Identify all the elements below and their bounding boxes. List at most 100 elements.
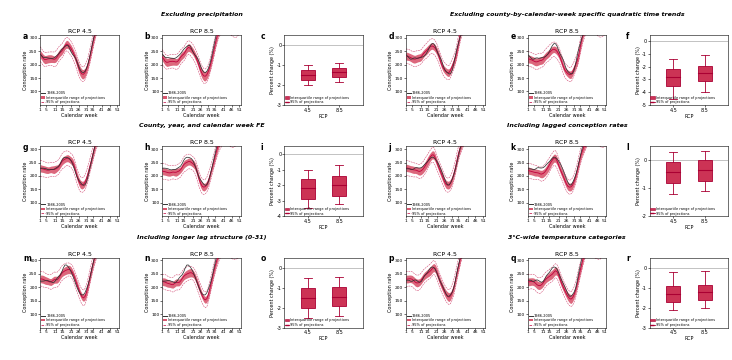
Text: r: r — [626, 254, 630, 263]
Text: h: h — [145, 143, 150, 152]
Title: RCP 4.5: RCP 4.5 — [433, 140, 458, 145]
Title: RCP 8.5: RCP 8.5 — [190, 252, 213, 257]
Legend: Interquartile range of projections, 95% of projections: Interquartile range of projections, 95% … — [651, 207, 714, 216]
Text: i: i — [261, 143, 263, 152]
X-axis label: Calendar week: Calendar week — [427, 336, 463, 341]
X-axis label: Calendar week: Calendar week — [61, 224, 98, 229]
Y-axis label: Percent change (%): Percent change (%) — [635, 269, 640, 317]
X-axis label: Calendar week: Calendar week — [549, 224, 586, 229]
Bar — [698, 66, 712, 81]
Y-axis label: Conception rate: Conception rate — [145, 273, 149, 312]
Y-axis label: Conception rate: Conception rate — [23, 273, 28, 312]
Text: Excluding precipitation: Excluding precipitation — [160, 12, 242, 17]
Y-axis label: Conception rate: Conception rate — [510, 162, 515, 201]
Text: b: b — [145, 32, 150, 41]
Bar — [332, 68, 346, 77]
Text: Excluding county-by-calendar-week specific quadratic time trends: Excluding county-by-calendar-week specif… — [450, 12, 684, 17]
Bar — [666, 162, 680, 183]
Text: m: m — [23, 254, 31, 263]
Bar — [698, 285, 712, 300]
Title: RCP 4.5: RCP 4.5 — [433, 29, 458, 34]
Legend: 1986-2005, Interquartile range of projections, 95% of projections: 1986-2005, Interquartile range of projec… — [163, 203, 227, 216]
Text: g: g — [23, 143, 29, 152]
Legend: Interquartile range of projections, 95% of projections: Interquartile range of projections, 95% … — [651, 96, 714, 104]
Bar — [301, 70, 315, 80]
Y-axis label: Conception rate: Conception rate — [510, 50, 515, 90]
Title: RCP 8.5: RCP 8.5 — [556, 252, 579, 257]
X-axis label: Calendar week: Calendar week — [549, 336, 586, 341]
Y-axis label: Conception rate: Conception rate — [23, 50, 28, 90]
Legend: Interquartile range of projections, 95% of projections: Interquartile range of projections, 95% … — [285, 96, 349, 104]
Title: RCP 8.5: RCP 8.5 — [190, 140, 213, 145]
Text: Including longer lag structure (0-31): Including longer lag structure (0-31) — [137, 235, 266, 240]
Title: RCP 4.5: RCP 4.5 — [67, 140, 92, 145]
Title: RCP 4.5: RCP 4.5 — [67, 252, 92, 257]
Text: p: p — [389, 254, 394, 263]
X-axis label: Calendar week: Calendar week — [183, 336, 220, 341]
Y-axis label: Conception rate: Conception rate — [145, 162, 149, 201]
Legend: Interquartile range of projections, 95% of projections: Interquartile range of projections, 95% … — [285, 318, 349, 327]
Text: e: e — [510, 32, 516, 41]
Legend: 1986-2005, Interquartile range of projections, 95% of projections: 1986-2005, Interquartile range of projec… — [41, 91, 105, 104]
Legend: 1986-2005, Interquartile range of projections, 95% of projections: 1986-2005, Interquartile range of projec… — [163, 314, 227, 327]
X-axis label: RCP: RCP — [318, 337, 328, 342]
Bar — [332, 176, 346, 196]
Title: RCP 8.5: RCP 8.5 — [190, 29, 213, 34]
Text: Including lagged conception rates: Including lagged conception rates — [507, 123, 627, 129]
Text: n: n — [145, 254, 150, 263]
X-axis label: RCP: RCP — [684, 225, 694, 230]
X-axis label: RCP: RCP — [684, 337, 694, 342]
Text: k: k — [510, 143, 515, 152]
Legend: 1986-2005, Interquartile range of projections, 95% of projections: 1986-2005, Interquartile range of projec… — [529, 314, 593, 327]
Legend: 1986-2005, Interquartile range of projections, 95% of projections: 1986-2005, Interquartile range of projec… — [529, 91, 593, 104]
Y-axis label: Conception rate: Conception rate — [23, 162, 28, 201]
Text: c: c — [261, 32, 265, 41]
Legend: Interquartile range of projections, 95% of projections: Interquartile range of projections, 95% … — [285, 207, 349, 216]
Y-axis label: Percent change (%): Percent change (%) — [270, 269, 275, 317]
Text: 3°C-wide temperature categories: 3°C-wide temperature categories — [508, 235, 626, 240]
Text: q: q — [510, 254, 516, 263]
Text: j: j — [389, 143, 391, 152]
Legend: 1986-2005, Interquartile range of projections, 95% of projections: 1986-2005, Interquartile range of projec… — [41, 203, 105, 216]
Text: f: f — [626, 32, 630, 41]
X-axis label: Calendar week: Calendar week — [549, 113, 586, 118]
Legend: Interquartile range of projections, 95% of projections: Interquartile range of projections, 95% … — [651, 318, 714, 327]
Bar — [301, 288, 315, 308]
Title: RCP 8.5: RCP 8.5 — [556, 140, 579, 145]
X-axis label: Calendar week: Calendar week — [61, 113, 98, 118]
Y-axis label: Conception rate: Conception rate — [389, 273, 393, 312]
Text: d: d — [389, 32, 394, 41]
X-axis label: Calendar week: Calendar week — [183, 224, 220, 229]
Bar — [698, 161, 712, 181]
Bar — [301, 179, 315, 199]
Y-axis label: Percent change (%): Percent change (%) — [270, 157, 275, 205]
X-axis label: RCP: RCP — [684, 114, 694, 119]
X-axis label: Calendar week: Calendar week — [183, 113, 220, 118]
Y-axis label: Percent change (%): Percent change (%) — [270, 46, 275, 94]
Y-axis label: Conception rate: Conception rate — [510, 273, 515, 312]
Legend: 1986-2005, Interquartile range of projections, 95% of projections: 1986-2005, Interquartile range of projec… — [406, 314, 471, 327]
Title: RCP 4.5: RCP 4.5 — [67, 29, 92, 34]
Legend: 1986-2005, Interquartile range of projections, 95% of projections: 1986-2005, Interquartile range of projec… — [163, 91, 227, 104]
Y-axis label: Conception rate: Conception rate — [389, 50, 393, 90]
Legend: 1986-2005, Interquartile range of projections, 95% of projections: 1986-2005, Interquartile range of projec… — [406, 203, 471, 216]
X-axis label: RCP: RCP — [318, 114, 328, 119]
X-axis label: RCP: RCP — [318, 225, 328, 230]
Legend: 1986-2005, Interquartile range of projections, 95% of projections: 1986-2005, Interquartile range of projec… — [529, 203, 593, 216]
Title: RCP 8.5: RCP 8.5 — [556, 29, 579, 34]
Legend: 1986-2005, Interquartile range of projections, 95% of projections: 1986-2005, Interquartile range of projec… — [41, 314, 105, 327]
X-axis label: Calendar week: Calendar week — [61, 336, 98, 341]
Y-axis label: Percent change (%): Percent change (%) — [635, 157, 640, 205]
Text: o: o — [261, 254, 266, 263]
Bar — [332, 287, 346, 306]
X-axis label: Calendar week: Calendar week — [427, 113, 463, 118]
Text: County, year, and calendar week FE: County, year, and calendar week FE — [138, 123, 264, 129]
Bar — [666, 69, 680, 86]
X-axis label: Calendar week: Calendar week — [427, 224, 463, 229]
Text: a: a — [23, 32, 29, 41]
Bar — [666, 286, 680, 302]
Y-axis label: Conception rate: Conception rate — [389, 162, 393, 201]
Y-axis label: Percent change (%): Percent change (%) — [635, 46, 640, 94]
Y-axis label: Conception rate: Conception rate — [145, 50, 149, 90]
Title: RCP 4.5: RCP 4.5 — [433, 252, 458, 257]
